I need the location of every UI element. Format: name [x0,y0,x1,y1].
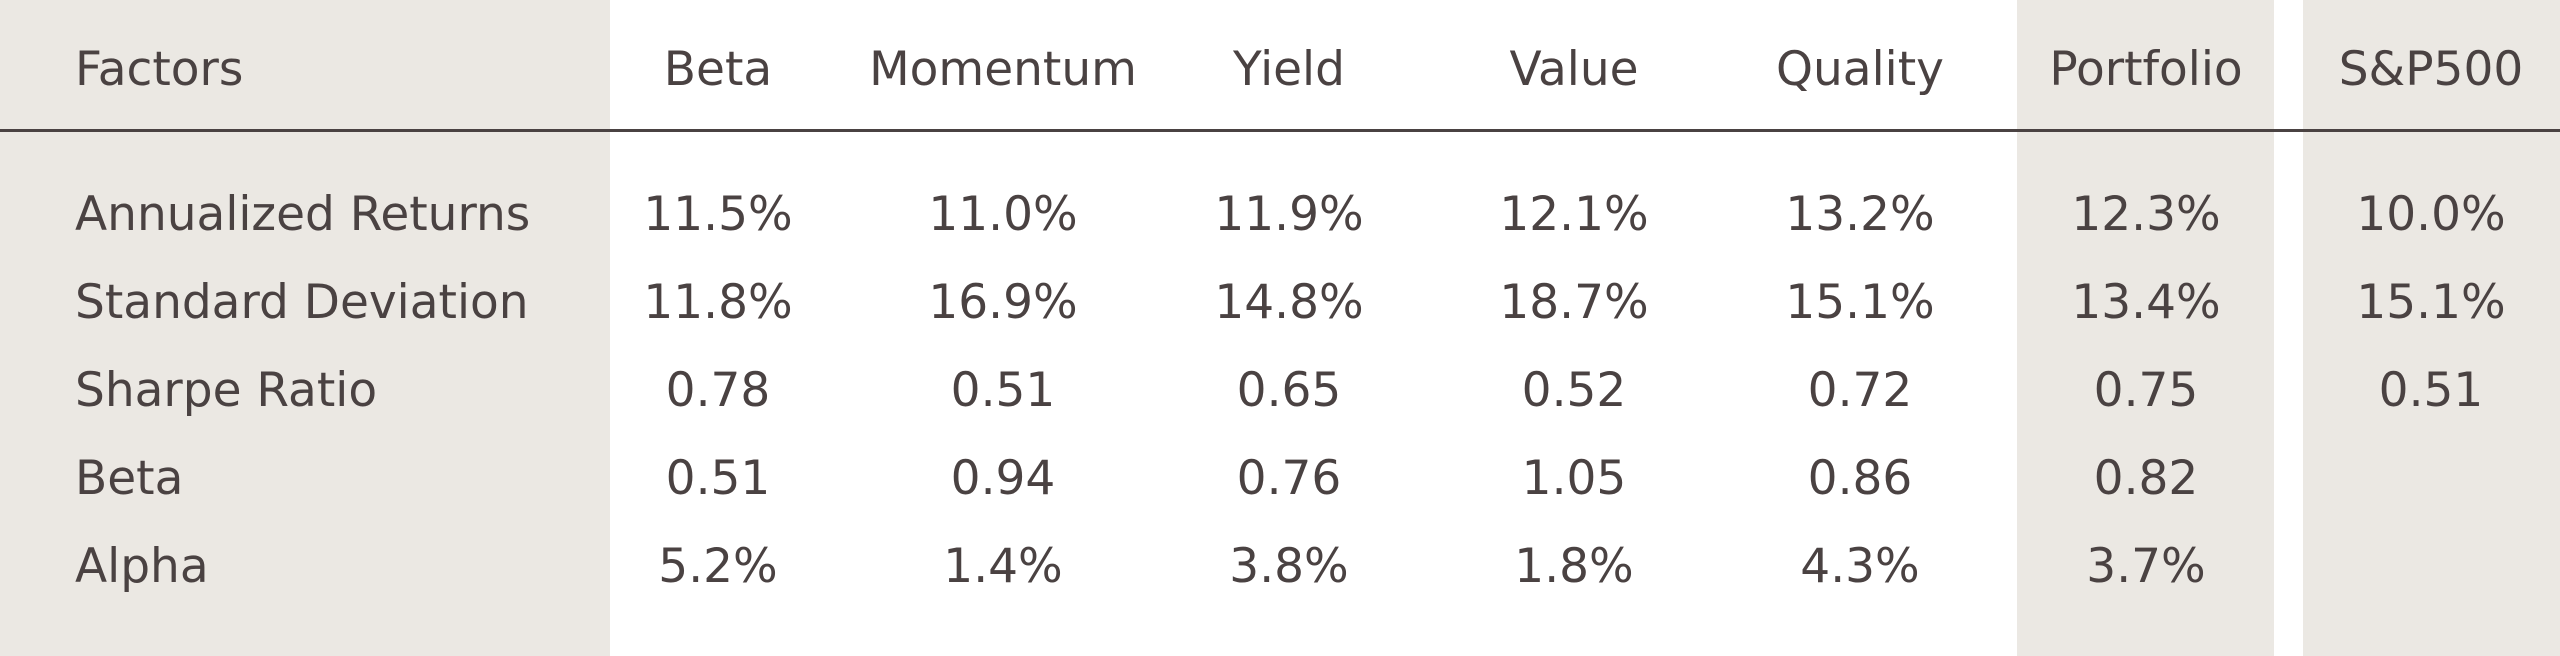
cell-annualized-returns-value: 12.1% [1499,187,1649,242]
cell-beta-quality: 0.86 [1807,451,1913,506]
cell-beta-value: 1.05 [1521,451,1627,506]
row-label-annualized-returns: Annualized Returns [75,187,531,242]
column-header-beta: Beta [663,42,773,97]
row-label-sharpe-ratio: Sharpe Ratio [75,363,378,418]
cell-sharpe-ratio-quality: 0.72 [1807,363,1913,418]
cell-sharpe-ratio-portfolio: 0.75 [2093,363,2199,418]
row-label-beta: Beta [75,451,184,506]
row-label-standard-deviation: Standard Deviation [75,275,529,330]
cell-beta-momentum: 0.94 [950,451,1056,506]
cell-sharpe-ratio-yield: 0.65 [1236,363,1342,418]
column-header-value: Value [1509,42,1639,97]
column-header-yield: Yield [1233,42,1345,97]
cell-annualized-returns-beta: 11.5% [643,187,793,242]
column-header-portfolio: Portfolio [2049,42,2243,97]
cell-annualized-returns-s-p500: 10.0% [2356,187,2506,242]
column-header-quality: Quality [1776,42,1944,97]
cell-sharpe-ratio-value: 0.52 [1521,363,1627,418]
column-header-momentum: Momentum [869,42,1137,97]
cell-alpha-momentum: 1.4% [943,539,1063,594]
cell-standard-deviation-yield: 14.8% [1214,275,1364,330]
cell-annualized-returns-quality: 13.2% [1785,187,1935,242]
cell-standard-deviation-beta: 11.8% [643,275,793,330]
cell-alpha-portfolio: 3.7% [2086,539,2206,594]
cell-sharpe-ratio-beta: 0.78 [665,363,771,418]
cell-beta-beta: 0.51 [665,451,771,506]
cell-standard-deviation-momentum: 16.9% [928,275,1078,330]
cell-annualized-returns-momentum: 11.0% [928,187,1078,242]
cell-standard-deviation-value: 18.7% [1499,275,1649,330]
cell-sharpe-ratio-s-p500: 0.51 [2378,363,2484,418]
cell-annualized-returns-yield: 11.9% [1214,187,1364,242]
portfolio-column-shade [2017,0,2274,656]
cell-alpha-beta: 5.2% [658,539,778,594]
cell-sharpe-ratio-momentum: 0.51 [950,363,1056,418]
cell-alpha-quality: 4.3% [1800,539,1920,594]
cell-alpha-yield: 3.8% [1229,539,1349,594]
cell-standard-deviation-s-p500: 15.1% [2356,275,2506,330]
cell-beta-portfolio: 0.82 [2093,451,2199,506]
cell-standard-deviation-quality: 15.1% [1785,275,1935,330]
row-label-alpha: Alpha [75,539,209,594]
factors-column-shade [0,0,610,656]
cell-annualized-returns-portfolio: 12.3% [2071,187,2221,242]
column-header-factors: Factors [75,42,244,97]
column-header-s-p500: S&P500 [2338,42,2524,97]
cell-beta-yield: 0.76 [1236,451,1342,506]
cell-standard-deviation-portfolio: 13.4% [2071,275,2221,330]
header-divider [0,129,2560,132]
cell-alpha-value: 1.8% [1514,539,1634,594]
sp500-column-shade [2303,0,2560,656]
